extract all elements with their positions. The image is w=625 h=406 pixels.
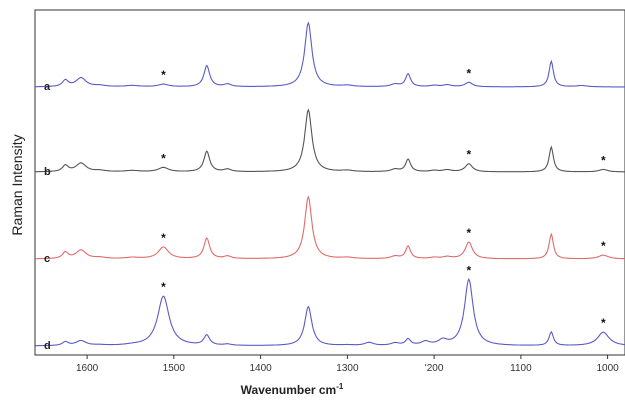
asterisk-marker-b-1005: * — [601, 153, 606, 167]
series-label-c: c — [44, 253, 50, 265]
asterisk-marker-b-1512: * — [161, 151, 166, 165]
series-line-b — [35, 108, 625, 173]
asterisk-marker-c-1160: * — [466, 226, 471, 240]
series-line-d — [35, 278, 625, 347]
asterisk-marker-d-1160: * — [466, 263, 471, 277]
plot-frame — [34, 9, 625, 356]
x-tick-label: 1300 — [336, 363, 359, 374]
x-tick-label: '200 — [425, 363, 444, 374]
x-axis-label-text: Wavenumber cm — [241, 383, 337, 397]
x-axis-label: Wavenumber cm-1 — [241, 382, 344, 397]
x-axis-label-superscript: -1 — [336, 382, 344, 391]
series-label-b: b — [44, 166, 51, 178]
asterisk-marker-d-1512: * — [161, 280, 166, 294]
series-line-c — [35, 195, 625, 260]
x-tick-label: 1500 — [163, 363, 186, 374]
asterisk-marker-a-1160: * — [466, 66, 471, 80]
asterisk-marker-c-1512: * — [161, 231, 166, 245]
asterisk-marker-a-1512: * — [161, 68, 166, 82]
series-label-layer: a b c d — [44, 81, 51, 352]
x-tick-label: 1000 — [596, 363, 619, 374]
asterisk-marker-b-1160: * — [466, 148, 471, 162]
x-tick-label: 1400 — [249, 363, 272, 374]
x-tick-label: 1600 — [76, 363, 99, 374]
series-layer — [35, 21, 625, 347]
x-tick-label: 1100 — [510, 363, 532, 374]
asterisk-layer: * * * * * * * * * * * — [161, 66, 606, 330]
y-axis-label: Raman Intensity — [9, 134, 25, 235]
series-line-a — [35, 21, 625, 88]
x-tick-layer: 1600 1500 1400 1300 '200 1100 1000 — [76, 355, 619, 374]
asterisk-marker-d-1005: * — [601, 316, 606, 330]
series-label-a: a — [44, 81, 51, 93]
series-label-d: d — [44, 340, 51, 352]
asterisk-marker-c-1005: * — [601, 239, 606, 253]
